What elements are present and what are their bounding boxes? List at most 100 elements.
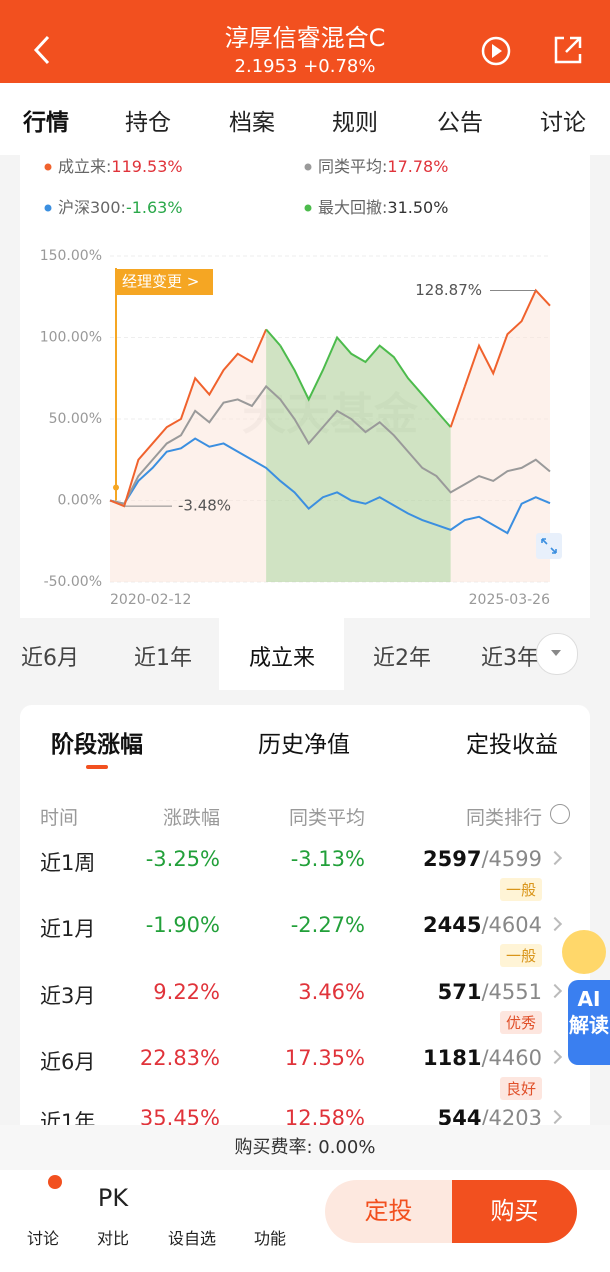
area-fill <box>110 290 550 582</box>
btn-buy[interactable]: 购买 <box>452 1180 577 1243</box>
row-change: -1.90% <box>145 913 220 937</box>
tab[interactable]: 规则 <box>332 110 378 136</box>
legend-label: 沪深300:-1.63% <box>58 198 183 217</box>
legend-name: 同类平均: <box>318 157 387 176</box>
row-avg: 17.35% <box>284 1046 365 1070</box>
table-header: 同类排行 <box>465 807 542 829</box>
nav-label[interactable]: 功能 <box>253 1229 286 1248</box>
zoom-icon <box>541 538 557 554</box>
row-chevron[interactable] <box>547 983 563 999</box>
x-tick-label: 2020-02-12 <box>110 592 191 608</box>
y-tick-label: 150.00% <box>40 248 102 264</box>
row-chevron[interactable] <box>547 1049 563 1065</box>
row-avg: -3.13% <box>290 847 365 871</box>
ai-widget[interactable]: AI解读 <box>562 930 610 1065</box>
legend-label: 最大回撤:31.50% <box>318 198 448 217</box>
tab[interactable]: 讨论 <box>540 110 586 136</box>
tab[interactable]: 行情 <box>23 110 69 136</box>
header: 淳厚信睿混合C 2.1953 +0.78% <box>0 0 610 83</box>
row-rank: 2597/4599 <box>423 847 542 871</box>
line-fund-join <box>449 386 466 428</box>
table-header: 同类平均 <box>288 807 365 829</box>
row-avg: -2.27% <box>290 913 365 937</box>
ai-badge: AI解读 <box>568 980 610 1065</box>
y-tick-label: 50.00% <box>49 411 102 427</box>
section-tab[interactable]: 定投收益 <box>466 732 558 758</box>
period-tab[interactable]: 近2年 <box>373 646 431 671</box>
tab[interactable]: 持仓 <box>125 110 171 136</box>
period-bar: 近6月 近1年 成立来 近2年 近3年 <box>0 618 610 690</box>
x-tick-label: 2025-03-26 <box>469 592 550 608</box>
row-rank: 2445/4604 <box>423 913 542 937</box>
max-label: 128.87% <box>415 281 482 299</box>
row-rank: 571/4551 <box>438 980 542 1004</box>
row-period: 近3月 <box>40 984 96 1008</box>
y-tick-label: 100.00% <box>40 330 102 346</box>
rank-slash: / <box>481 980 489 1004</box>
rank: 2445 <box>423 913 482 937</box>
row-change: 9.22% <box>153 980 220 1004</box>
nav-icon-text[interactable]: PK <box>97 1184 129 1212</box>
tab-bar: 行情 持仓 档案 规则 公告 讨论 <box>0 83 610 155</box>
legend-dot <box>304 204 312 212</box>
returns-card: 阶段涨幅 历史净值 定投收益 时间 涨跌幅 同类平均 同类排行 近1周 -3.25% -3.13%… <box>20 705 590 1145</box>
nav-label[interactable]: 讨论 <box>26 1229 59 1248</box>
legend-name: 沪深300: <box>58 198 126 217</box>
tab[interactable]: 公告 <box>437 110 483 136</box>
rank: 1181 <box>423 1046 482 1070</box>
legend-dot <box>44 163 52 171</box>
row-rank: 1181/4460 <box>423 1046 542 1070</box>
row-chevron[interactable] <box>547 1109 563 1125</box>
btn-invest[interactable]: 定投 <box>325 1180 452 1243</box>
line-fund-drawdown <box>279 335 452 428</box>
rank-badge: 良好 <box>499 1077 542 1100</box>
rank-total: 4460 <box>488 1046 542 1070</box>
y-tick-label: 0.00% <box>58 493 102 509</box>
rank-total: 4551 <box>488 980 542 1004</box>
row-period: 近6月 <box>40 1050 96 1074</box>
row-change: 22.83% <box>139 1046 220 1070</box>
legend-value: -1.63% <box>126 198 183 217</box>
legend-value: 119.53% <box>111 157 182 176</box>
period-tab[interactable]: 近3年 <box>481 646 539 671</box>
zoom-button[interactable] <box>536 533 562 559</box>
period-tab[interactable]: 近6月 <box>21 646 79 671</box>
share-button[interactable] <box>552 34 584 66</box>
rank: 571 <box>437 980 482 1004</box>
rank-slash: / <box>481 847 489 871</box>
fund-title: 淳厚信睿混合C <box>224 24 386 52</box>
rank-slash: / <box>481 1046 489 1070</box>
section-underline <box>86 765 108 769</box>
rank: 2597 <box>423 847 482 871</box>
row-chevron[interactable] <box>547 850 563 866</box>
legend-name: 成立来: <box>58 157 111 176</box>
period-tab[interactable]: 近1年 <box>134 646 192 671</box>
row-chevron[interactable] <box>547 916 563 932</box>
period-more[interactable] <box>536 633 578 675</box>
line-peer-avg <box>109 384 551 505</box>
rank-total: 4604 <box>488 913 542 937</box>
play-button[interactable] <box>479 34 513 68</box>
legend-value: 31.50% <box>387 198 448 217</box>
min-label: -3.48% <box>178 497 231 515</box>
tab[interactable]: 档案 <box>229 110 275 136</box>
nav-label[interactable]: 对比 <box>96 1229 129 1248</box>
fee-bar: 购买费率: 0.00% <box>0 1125 610 1170</box>
info-icon <box>550 804 570 824</box>
row-avg: 3.46% <box>298 980 365 1004</box>
row-period: 近1月 <box>40 917 96 941</box>
nav-label[interactable]: 设自选 <box>167 1229 216 1248</box>
fund-subtitle: 2.1953 +0.78% <box>234 56 376 77</box>
back-button[interactable] <box>30 33 54 67</box>
rank-badge: 一般 <box>499 944 542 967</box>
manager-tag: 经理变更 > <box>122 273 199 291</box>
section-tab[interactable]: 阶段涨幅 <box>51 732 143 758</box>
section-tab[interactable]: 历史净值 <box>258 732 350 758</box>
line-csi300 <box>109 437 551 535</box>
row-change: -3.25% <box>145 847 220 871</box>
period-tab[interactable]: 成立来 <box>248 646 315 671</box>
rank-total: 4599 <box>488 847 542 871</box>
period-active-bg <box>219 618 344 690</box>
row-period: 近1周 <box>40 851 96 875</box>
